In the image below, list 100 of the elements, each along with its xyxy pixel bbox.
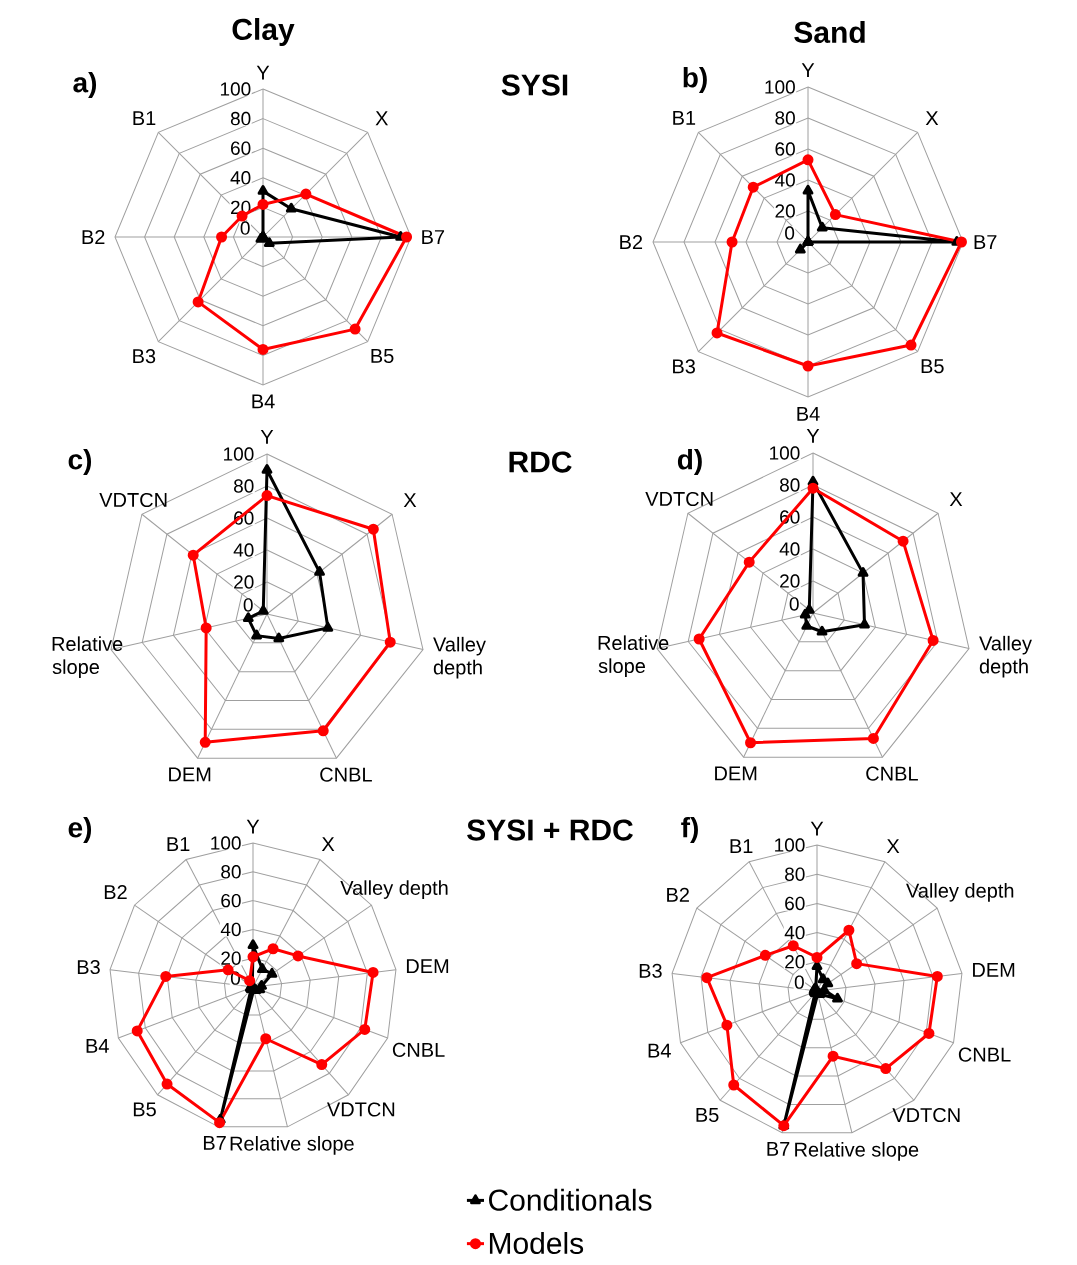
- text: c): [68, 448, 92, 476]
- y-tick-label: 100: [220, 82, 251, 96]
- spoke-label: DEM: [973, 963, 1015, 977]
- y-tick-label: 100: [224, 447, 254, 461]
- y-tick-label: 0: [243, 598, 253, 612]
- y-tick-label: 0: [240, 221, 250, 235]
- y-tick-label: 40: [779, 542, 800, 556]
- y-tick-label: 0: [789, 597, 799, 611]
- y-tick-label: 80: [221, 865, 241, 879]
- spoke-label: VDTCN: [892, 1107, 960, 1123]
- spoke-label: B1: [673, 110, 696, 125]
- chart-title: e): [68, 816, 92, 844]
- spoke-label: B4: [252, 394, 275, 409]
- spoke-label: Valley depth: [433, 636, 486, 679]
- spoke-label: Y: [256, 65, 270, 80]
- text: SYSI + RDC: [467, 819, 633, 841]
- spoke-label: B7: [203, 1136, 226, 1150]
- y-tick-label: 20: [780, 574, 800, 588]
- y-tick-label: 40: [220, 922, 241, 937]
- spoke-label: VDTCN: [326, 1102, 395, 1117]
- text: Clay: [232, 18, 295, 46]
- spoke-label: X: [925, 111, 939, 125]
- spoke-label: Valley depth: [340, 880, 448, 899]
- spoke-label: VDTCN: [645, 491, 713, 507]
- spoke-label: B2: [82, 230, 105, 244]
- text: Sand: [794, 20, 865, 44]
- legend-label: Models: [489, 1232, 584, 1255]
- chart-title: f): [681, 816, 698, 844]
- text: SYSI: [501, 74, 568, 96]
- spoke-label: Y: [810, 821, 824, 836]
- y-tick-label: 60: [221, 893, 241, 908]
- y-tick-label: 20: [234, 575, 254, 589]
- spoke-label: B3: [673, 359, 695, 374]
- y-tick-label: 40: [774, 173, 795, 187]
- legend-label: Conditionals: [489, 1188, 652, 1211]
- y-tick-label: 80: [230, 111, 251, 126]
- y-tick-label: 20: [221, 951, 241, 965]
- spoke-label: Valley depth: [906, 883, 1014, 902]
- y-tick-label: 100: [775, 838, 805, 852]
- spoke-label: Y: [246, 819, 260, 834]
- spoke-label: B7: [974, 235, 997, 249]
- y-tick-label: 40: [230, 171, 251, 185]
- y-tick-label: 100: [765, 80, 795, 94]
- y-tick-label: 20: [785, 955, 805, 969]
- spoke-label: Valley depth: [979, 635, 1032, 678]
- y-tick-label: 0: [794, 975, 804, 989]
- spoke-label: B3: [133, 349, 156, 364]
- y-tick-label: 60: [785, 896, 805, 911]
- spoke-label: DEM: [169, 767, 211, 782]
- y-tick-label: 80: [775, 111, 795, 125]
- spoke-label: DEM: [406, 959, 449, 974]
- spoke-label: X: [403, 493, 417, 508]
- spoke-label: B4: [648, 1043, 671, 1058]
- y-tick-label: 80: [234, 479, 254, 493]
- spoke-label: B2: [104, 884, 127, 899]
- spoke-label: DEM: [715, 766, 757, 781]
- y-tick-label: 0: [785, 226, 795, 240]
- spoke-label: B1: [167, 837, 190, 851]
- spoke-label: CNBL: [866, 766, 918, 781]
- spoke-label: B3: [77, 959, 100, 975]
- spoke-label: B4: [86, 1039, 109, 1053]
- spoke-label: CNBL: [392, 1042, 445, 1057]
- spoke-label: Relative slope: [52, 636, 123, 678]
- spoke-label: B3: [639, 963, 662, 978]
- spoke-label: CNBL: [958, 1047, 1011, 1062]
- spoke-label: B5: [921, 359, 944, 374]
- y-tick-label: 80: [780, 478, 800, 492]
- text: d): [677, 448, 702, 476]
- spoke-label: X: [321, 837, 335, 851]
- y-tick-label: 100: [770, 446, 800, 460]
- spoke-label: Y: [260, 430, 274, 444]
- text: RDC: [509, 451, 572, 473]
- spoke-label: Y: [801, 63, 815, 78]
- spoke-label: B1: [133, 111, 156, 125]
- spoke-label: X: [375, 111, 389, 126]
- spoke-label: Relative slope: [230, 1136, 354, 1155]
- chart-title: a): [73, 71, 97, 99]
- spoke-label: B5: [133, 1102, 156, 1117]
- spoke-label: B7: [422, 230, 445, 244]
- y-tick-label: 80: [785, 867, 805, 881]
- y-tick-label: 60: [231, 141, 251, 155]
- y-tick-label: 100: [211, 836, 241, 850]
- spoke-label: B4: [797, 406, 820, 421]
- spoke-label: Y: [806, 429, 820, 443]
- spoke-label: Relative slope: [598, 635, 669, 677]
- y-tick-label: 40: [784, 925, 805, 940]
- spoke-label: B5: [696, 1107, 719, 1122]
- spoke-label: B2: [667, 887, 689, 902]
- y-tick-label: 60: [775, 142, 795, 156]
- spoke-label: Relative slope: [795, 1142, 919, 1161]
- spoke-label: B5: [371, 349, 394, 364]
- chart-title: b): [683, 66, 707, 94]
- spoke-label: B2: [620, 235, 643, 249]
- y-tick-label: 40: [233, 543, 254, 557]
- spoke-label: X: [949, 492, 963, 507]
- y-tick-label: 20: [775, 204, 795, 218]
- spoke-label: B7: [767, 1142, 790, 1156]
- spoke-label: B1: [730, 839, 753, 854]
- spoke-label: X: [886, 839, 900, 854]
- spoke-label: VDTCN: [99, 492, 167, 508]
